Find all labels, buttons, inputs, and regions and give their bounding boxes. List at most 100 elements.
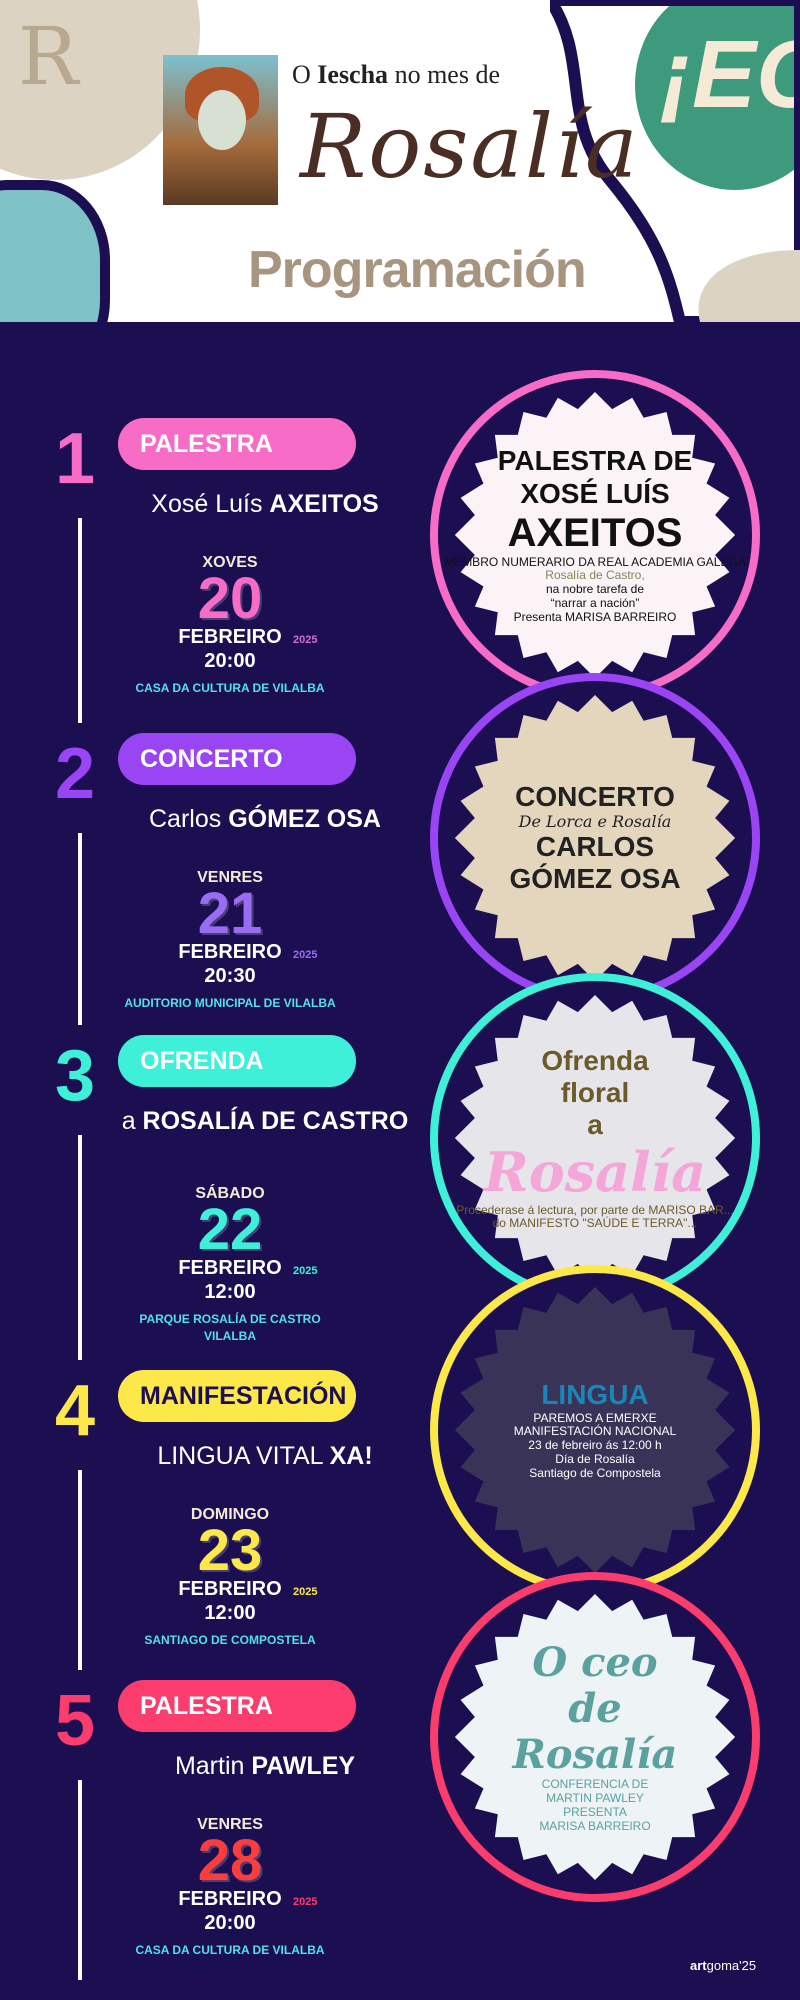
starburst-shape [454,695,736,981]
poster-text: Presenta MARISA BARREIRO [513,609,677,624]
event-title: Martin PAWLEY [100,1752,430,1781]
month: FEBREIRO [178,1578,282,1600]
event-title: a ROSALÍA DE CASTRO [100,1107,430,1136]
rosalia-portrait [163,55,278,205]
timeline-line [78,1135,82,1360]
day-number: 23 [197,1518,263,1583]
title-bold: ROSALÍA DE CASTRO [142,1107,409,1135]
poster-text: Rosalía [483,1140,707,1205]
poster-text: MARTIN PAWLEY [546,1791,644,1806]
iesch-badge-logo: ¡EC [635,0,800,190]
timeline-line [78,833,82,1025]
poster-text: Día de Rosalía [555,1451,635,1466]
starburst-shape [454,392,736,678]
header: ¡EC R O Iescha no mes de Rosalía Program… [0,0,800,322]
day-number: 22 [197,1197,263,1262]
title-bold: XA! [329,1442,373,1470]
year: 2025 [293,634,318,646]
intro-text: O Iescha no mes de [292,60,500,89]
event-number: 3 [55,1036,96,1116]
poster-text: de [568,1685,622,1733]
event-title: Xosé Luís AXEITOS [100,490,430,519]
event-title: LINGUA VITAL XA! [100,1442,430,1471]
event-poster-5: O ceo de Rosalía CONFERENCIA DE MARTIN PAWLE… [430,1572,760,1902]
event-poster-4: LINGUA PAREMOS A EMERXE MANIFESTACIÓN NACI… [430,1265,760,1595]
venue: PARQUE ROSALÍA DE CASTRO [139,1312,321,1326]
poster-text: XOSÉ LUÍS [520,477,670,509]
venue: VILALBA [204,1329,256,1343]
category-pill: CONCERTO [118,733,356,785]
poster-text: MEMBRO NUMERARIO DA REAL ACADEMIA GALEGA [444,554,746,569]
year: 2025 [293,1896,318,1908]
category-pill: PALESTRA [118,1680,356,1732]
poster-text: PALESTRA DE [497,445,693,477]
weekday: SÁBADO [195,1185,265,1202]
event-poster-2: CONCERTO De Lorca e Rosalía CARLOS GÓMEZ OS… [430,673,760,1003]
year: 2025 [293,1265,318,1277]
poster-text: Rosalía de Castro, [545,568,645,583]
time: 12:00 [204,1602,256,1624]
time: 20:00 [204,1912,256,1934]
month: FEBREIRO [178,626,282,648]
poster-text: a [587,1109,603,1141]
time: 20:00 [204,650,256,672]
poster-text: MANIFESTACIÓN NACIONAL [513,1424,677,1439]
title-bold: PAWLEY [251,1752,356,1780]
title-regular: Carlos [149,805,229,833]
day-number: 28 [197,1828,263,1893]
script-title: Rosalía [300,95,640,198]
poster-text: AXEITOS [507,510,683,555]
venue: CASA DA CULTURA DE VILALBA [135,681,325,695]
poster-text: Santiago de Compostela [529,1465,661,1480]
month: FEBREIRO [178,1257,282,1279]
poster-text: O ceo [532,1639,658,1687]
weekday: DOMINGO [190,1506,270,1523]
poster-text: De Lorca e Rosalía [518,811,672,831]
day-number: 21 [197,881,263,946]
title-regular: LINGUA VITAL [157,1442,330,1470]
poster-text: “narrar a nación” [550,596,640,611]
starburst-shape [454,1594,736,1880]
weekday: VENRES [197,869,263,886]
event-number: 5 [55,1681,96,1761]
weekday: VENRES [197,1816,263,1833]
event-number: 1 [55,419,96,499]
title-regular: Martin [174,1752,252,1780]
poster-text: CONCERTO [515,780,675,812]
year: 2025 [293,949,318,961]
event-number: 2 [55,734,96,814]
poster-text: LINGUA [541,1379,649,1411]
category-pill: PALESTRA [118,418,356,470]
poster-text: GÓMEZ OSA [509,863,681,895]
timeline-line [78,1780,82,1980]
program-title: Programación [248,241,587,299]
timeline-line [78,518,82,723]
title-regular: Xosé Luís [151,490,270,518]
poster-text: CARLOS [535,831,655,863]
weekday: XOVES [202,554,258,571]
teal-blob [0,180,110,322]
poster-text: Procederase á lectura, por parte de MARI… [456,1202,734,1217]
event-title: Carlos GÓMEZ OSA [100,805,430,834]
poster-text: CONFERENCIA DE [541,1777,649,1792]
poster-text: do MANIFESTO "SAÚDE E TERRA"... [492,1216,698,1231]
venue: CASA DA CULTURA DE VILALBA [135,1943,325,1957]
event-poster-1: PALESTRA DE XOSÉ LUÍS AXEITOS MEMBRO NUMERA… [430,370,760,700]
credit: artgoma'25 [690,1958,757,1973]
wave-border [550,0,800,322]
poster-text: floral [560,1077,630,1109]
month: FEBREIRO [178,1888,282,1910]
venue: SANTIAGO DE COMPOSTELA [144,1633,316,1647]
timeline-line [78,1470,82,1670]
event-poster-3: Ofrenda floral a Rosalía Procederase á lectu… [430,973,760,1303]
poster-text: na nobre tarefa de [545,582,645,597]
category-pill: MANIFESTACIÓN [118,1370,356,1422]
starburst-shape [454,995,736,1281]
year: 2025 [293,1586,318,1598]
starburst-shape [454,1287,736,1573]
title-bold: GÓMEZ OSA [228,805,381,833]
poster-text: PRESENTA [563,1805,627,1819]
poster-text: Rosalía [512,1731,678,1779]
title-bold: AXEITOS [269,490,379,518]
poster-text: 23 de febreiro ás 12:00 h [528,1438,662,1453]
